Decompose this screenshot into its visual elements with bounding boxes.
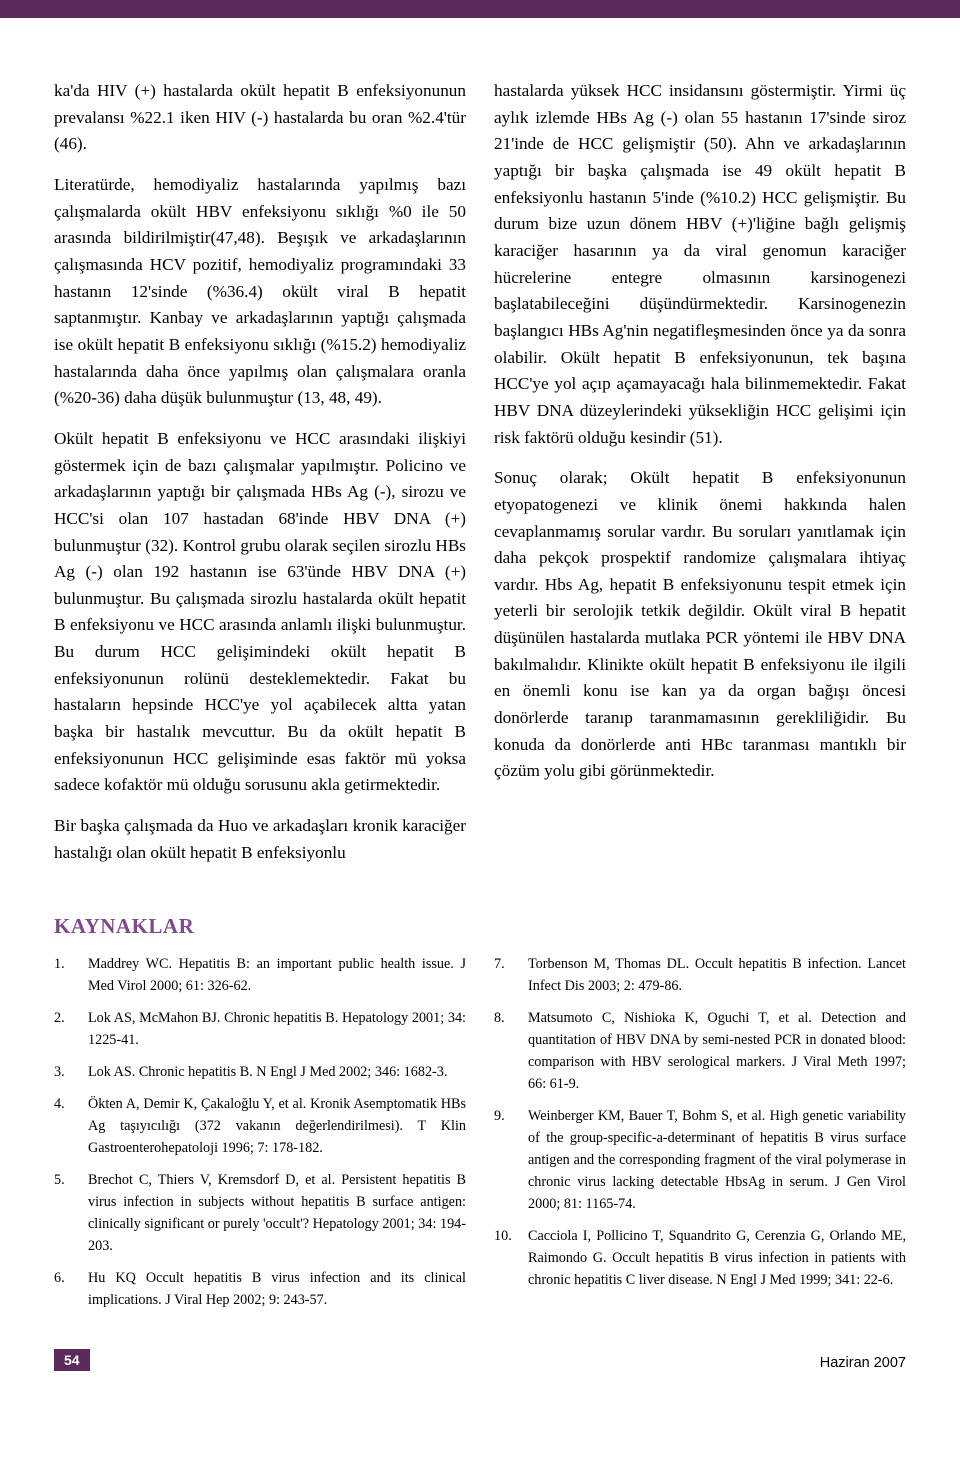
body-paragraph: ka'da HIV (+) hastalarda okült hepatit B… (54, 78, 466, 158)
reference-text: Hu KQ Occult hepatitis B virus infection… (88, 1267, 466, 1311)
reference-number: 9. (494, 1105, 528, 1215)
reference-number: 7. (494, 953, 528, 997)
left-column: ka'da HIV (+) hastalarda okült hepatit B… (54, 78, 466, 880)
reference-item: 3.Lok AS. Chronic hepatitis B. N Engl J … (54, 1061, 466, 1083)
reference-item: 1.Maddrey WC. Hepatitis B: an important … (54, 953, 466, 997)
reference-number: 4. (54, 1093, 88, 1159)
reference-item: 6.Hu KQ Occult hepatitis B virus infecti… (54, 1267, 466, 1311)
page-number: 54 (54, 1349, 90, 1371)
reference-item: 9.Weinberger KM, Bauer T, Bohm S, et al.… (494, 1105, 906, 1215)
body-paragraph: Bir başka çalışmada da Huo ve arkadaşlar… (54, 813, 466, 866)
reference-number: 3. (54, 1061, 88, 1083)
references-left: 1.Maddrey WC. Hepatitis B: an important … (54, 953, 466, 1321)
references-columns: 1.Maddrey WC. Hepatitis B: an important … (54, 953, 906, 1321)
reference-text: Maddrey WC. Hepatitis B: an important pu… (88, 953, 466, 997)
page-content: ka'da HIV (+) hastalarda okült hepatit B… (0, 18, 960, 1399)
reference-item: 10.Cacciola I, Pollicino T, Squandrito G… (494, 1225, 906, 1291)
reference-text: Weinberger KM, Bauer T, Bohm S, et al. H… (528, 1105, 906, 1215)
top-bar (0, 0, 960, 18)
reference-item: 8.Matsumoto C, Nishioka K, Oguchi T, et … (494, 1007, 906, 1095)
right-column: hastalarda yüksek HCC insidansını göster… (494, 78, 906, 880)
body-paragraph: Okült hepatit B enfeksiyonu ve HCC arası… (54, 426, 466, 799)
reference-text: Cacciola I, Pollicino T, Squandrito G, C… (528, 1225, 906, 1291)
reference-item: 7.Torbenson M, Thomas DL. Occult hepatit… (494, 953, 906, 997)
reference-number: 2. (54, 1007, 88, 1051)
reference-item: 4.Ökten A, Demir K, Çakaloğlu Y, et al. … (54, 1093, 466, 1159)
reference-text: Matsumoto C, Nishioka K, Oguchi T, et al… (528, 1007, 906, 1095)
reference-text: Torbenson M, Thomas DL. Occult hepatitis… (528, 953, 906, 997)
footer-date: Haziran 2007 (820, 1355, 906, 1371)
footer: 54 Haziran 2007 (54, 1349, 906, 1371)
reference-item: 5.Brechot C, Thiers V, Kremsdorf D, et a… (54, 1169, 466, 1257)
reference-item: 2.Lok AS, McMahon BJ. Chronic hepatitis … (54, 1007, 466, 1051)
reference-number: 8. (494, 1007, 528, 1095)
body-paragraph: Literatürde, hemodiyaliz hastalarında ya… (54, 172, 466, 412)
reference-text: Ökten A, Demir K, Çakaloğlu Y, et al. Kr… (88, 1093, 466, 1159)
reference-number: 10. (494, 1225, 528, 1291)
references-right: 7.Torbenson M, Thomas DL. Occult hepatit… (494, 953, 906, 1321)
reference-number: 1. (54, 953, 88, 997)
reference-number: 6. (54, 1267, 88, 1311)
reference-number: 5. (54, 1169, 88, 1257)
reference-text: Lok AS, McMahon BJ. Chronic hepatitis B.… (88, 1007, 466, 1051)
reference-text: Brechot C, Thiers V, Kremsdorf D, et al.… (88, 1169, 466, 1257)
body-columns: ka'da HIV (+) hastalarda okült hepatit B… (54, 78, 906, 880)
body-paragraph: Sonuç olarak; Okült hepatit B enfeksiyon… (494, 465, 906, 785)
reference-text: Lok AS. Chronic hepatitis B. N Engl J Me… (88, 1061, 466, 1083)
references-heading: KAYNAKLAR (54, 914, 906, 939)
body-paragraph: hastalarda yüksek HCC insidansını göster… (494, 78, 906, 451)
